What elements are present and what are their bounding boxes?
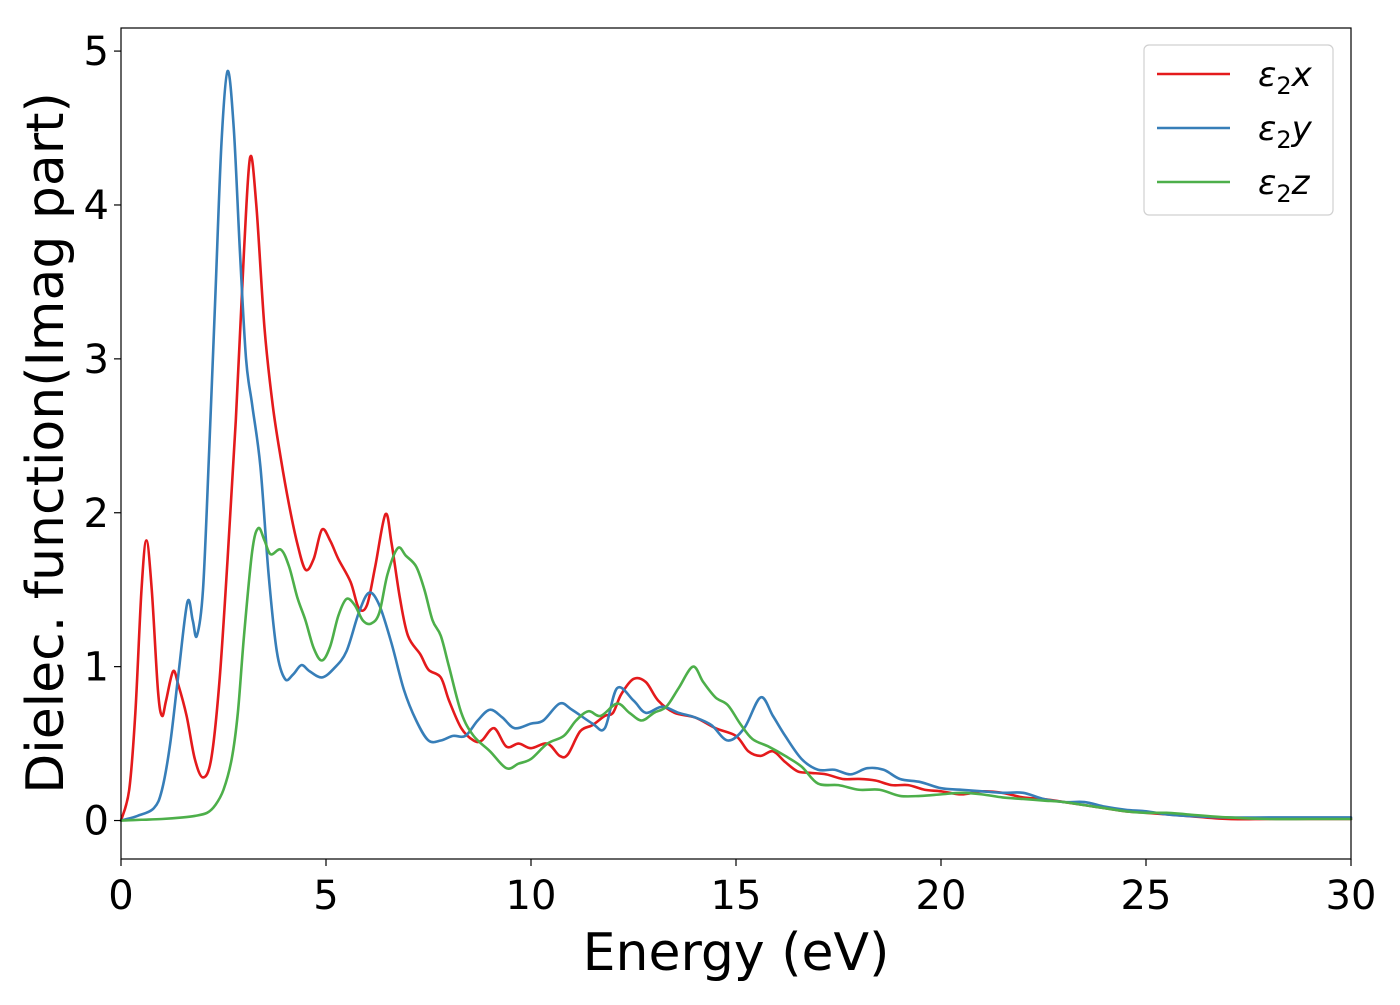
x-tick-label: 20 bbox=[916, 873, 967, 919]
legend: ε2x ε2y ε2z bbox=[1143, 44, 1334, 216]
x-tick-label: 10 bbox=[506, 873, 557, 919]
legend-box bbox=[1143, 44, 1334, 216]
x-tick-label: 25 bbox=[1121, 873, 1172, 919]
x-axis-ticks: 0 5 10 15 20 25 30 bbox=[108, 859, 1376, 919]
x-tick-label: 5 bbox=[313, 873, 338, 919]
legend-label-x: ε2x bbox=[1258, 55, 1313, 100]
y-tick-label: 5 bbox=[84, 29, 109, 75]
series-line-y bbox=[119, 69, 1353, 822]
y-axis-ticks: 0 1 2 3 4 5 bbox=[84, 29, 121, 845]
legend-label-z: ε2z bbox=[1258, 163, 1311, 208]
y-tick-label: 4 bbox=[84, 183, 109, 229]
y-axis-label: Dielec. function(Imag part) bbox=[16, 92, 76, 794]
legend-label-y: ε2y bbox=[1258, 109, 1313, 154]
y-tick-label: 3 bbox=[84, 337, 109, 383]
y-tick-label: 0 bbox=[84, 799, 109, 845]
y-tick-label: 1 bbox=[84, 645, 109, 691]
x-tick-label: 15 bbox=[711, 873, 762, 919]
series-line-x bbox=[119, 154, 1353, 822]
x-tick-label: 0 bbox=[108, 873, 133, 919]
x-tick-label: 30 bbox=[1326, 873, 1377, 919]
series-line-z bbox=[119, 526, 1353, 822]
series-layer bbox=[119, 69, 1353, 822]
y-tick-label: 2 bbox=[84, 491, 109, 537]
x-axis-label: Energy (eV) bbox=[583, 923, 890, 983]
